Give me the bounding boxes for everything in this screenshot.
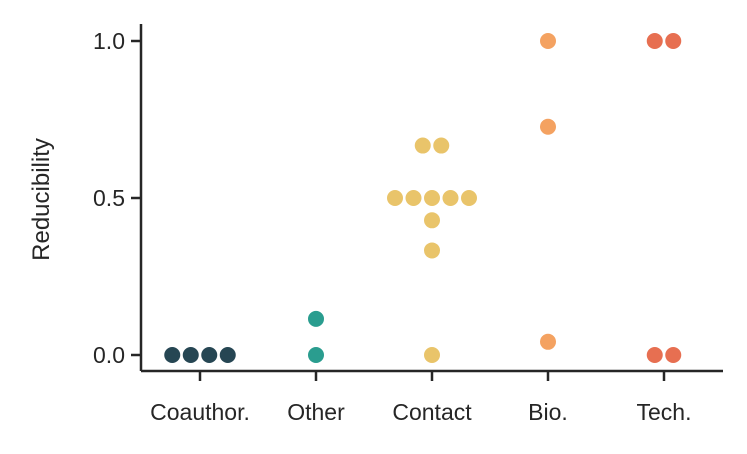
data-point <box>308 347 324 363</box>
data-point <box>164 347 181 363</box>
data-point <box>461 190 477 206</box>
data-point <box>424 190 440 206</box>
data-point <box>442 190 459 206</box>
data-point <box>414 137 431 154</box>
y-ticks: 0.0 0.5 1.0 <box>93 28 141 368</box>
data-point <box>540 33 556 49</box>
x-tick-label: Contact <box>392 399 472 425</box>
data-point <box>646 347 663 363</box>
y-tick-label: 0.5 <box>93 185 125 211</box>
data-point <box>308 310 324 327</box>
x-tick-label: Bio. <box>528 399 568 425</box>
data-point <box>646 33 663 49</box>
x-tick-label: Tech. <box>637 399 692 425</box>
data-point <box>665 33 682 49</box>
data-points <box>164 33 682 363</box>
x-tick-label: Coauthor. <box>150 399 250 425</box>
data-point <box>405 190 422 206</box>
y-axis-title: Reducibility <box>28 138 55 261</box>
x-tick-label: Other <box>287 399 345 425</box>
data-point <box>540 333 556 350</box>
data-point <box>540 118 556 135</box>
x-ticks: Coauthor. Other Contact Bio. Tech. <box>150 371 691 425</box>
data-point <box>387 190 403 206</box>
data-point <box>433 137 450 154</box>
data-point <box>424 212 440 229</box>
y-tick-label: 1.0 <box>93 28 125 54</box>
data-point <box>665 347 682 363</box>
data-point <box>182 347 199 363</box>
data-point <box>424 347 440 363</box>
data-point <box>424 242 440 259</box>
data-point <box>201 347 218 363</box>
data-point <box>219 347 236 363</box>
y-tick-label: 0.0 <box>93 342 125 368</box>
